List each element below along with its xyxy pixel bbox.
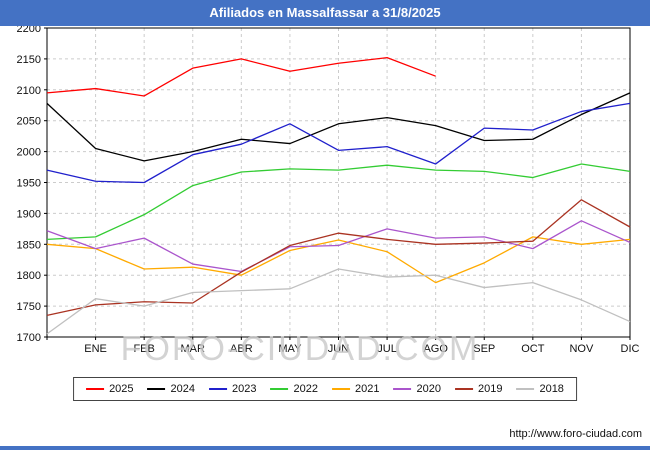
- y-axis-label: 2050: [17, 116, 41, 128]
- series-line-2023: [46, 102, 631, 184]
- legend-label-2022: 2022: [293, 383, 318, 395]
- series-line-2025: [46, 57, 436, 97]
- series-line-2024: [46, 92, 631, 162]
- legend-item-2018: 2018: [516, 383, 564, 395]
- legend-item-2023: 2023: [209, 383, 257, 395]
- y-axis-label: 1700: [17, 332, 41, 344]
- chart-title-bar: Afiliados en Massalfassar a 31/8/2025: [0, 0, 650, 26]
- x-axis-label: MAR: [181, 343, 206, 355]
- y-axis-label: 2000: [17, 147, 41, 159]
- x-axis-label: ABR: [230, 343, 253, 355]
- x-axis-label: DIC: [621, 343, 640, 355]
- legend-swatch-2024: [147, 388, 166, 390]
- legend-label-2024: 2024: [170, 383, 196, 395]
- legend-item-2020: 2020: [393, 383, 441, 395]
- series-line-2018: [46, 268, 631, 335]
- legend-item-2022: 2022: [270, 383, 318, 395]
- series-line-2021: [46, 236, 631, 284]
- chart-title: Afiliados en Massalfassar a 31/8/2025: [209, 5, 441, 20]
- line-chart: 2200 2150 2100 2050 2000 1950 1900 1850 1800 1750…: [17, 26, 640, 355]
- site-url-link[interactable]: http://www.foro-ciudad.com: [509, 428, 642, 440]
- legend-label-2019: 2019: [477, 383, 503, 395]
- x-axis-label: SEP: [473, 343, 495, 355]
- legend-label-2020: 2020: [416, 383, 441, 395]
- y-axis-label: 2200: [17, 26, 41, 35]
- x-axis-label: JUL: [377, 343, 397, 355]
- legend-swatch-2018: [516, 388, 535, 390]
- y-axis-label: 1750: [17, 301, 41, 313]
- legend-label-2021: 2021: [355, 383, 380, 395]
- legend-label-2023: 2023: [232, 383, 257, 395]
- legend-swatch-2021: [332, 388, 350, 390]
- series-line-2022: [46, 163, 631, 241]
- x-axis-label: JUN: [328, 343, 349, 355]
- legend-item-2021: 2021: [332, 383, 379, 395]
- x-axis-label: NOV: [569, 343, 594, 355]
- series-line-2020: [46, 220, 631, 273]
- chart-legend: 2025 2024 2023 2022 2021 2020 2019 2018: [73, 377, 577, 401]
- legend-swatch-2025: [86, 388, 105, 390]
- x-axis-label: FEB: [133, 343, 154, 355]
- footer-bar: [0, 446, 650, 450]
- legend-item-2019: 2019: [454, 383, 503, 395]
- x-axis-label: OCT: [521, 343, 545, 355]
- legend-label-2025: 2025: [109, 383, 134, 395]
- legend-item-2024: 2024: [147, 383, 196, 395]
- y-axis-label: 1950: [17, 178, 41, 190]
- y-axis-label: 1900: [17, 208, 41, 220]
- y-axis-label: 2150: [17, 54, 41, 66]
- series-line-2019: [46, 199, 631, 317]
- legend-swatch-2022: [270, 388, 289, 390]
- y-axis-label: 1800: [17, 270, 41, 282]
- legend-swatch-2020: [393, 388, 412, 390]
- x-axis-label: AGO: [423, 343, 448, 355]
- x-axis-label: MAY: [278, 343, 302, 355]
- y-axis-label: 2100: [17, 85, 41, 97]
- x-axis-label: ENE: [84, 343, 107, 355]
- legend-swatch-2019: [454, 388, 473, 390]
- legend-item-2025: 2025: [86, 383, 134, 395]
- legend-label-2018: 2018: [539, 383, 564, 395]
- y-axis-label: 1850: [17, 239, 41, 251]
- legend-swatch-2023: [209, 388, 228, 390]
